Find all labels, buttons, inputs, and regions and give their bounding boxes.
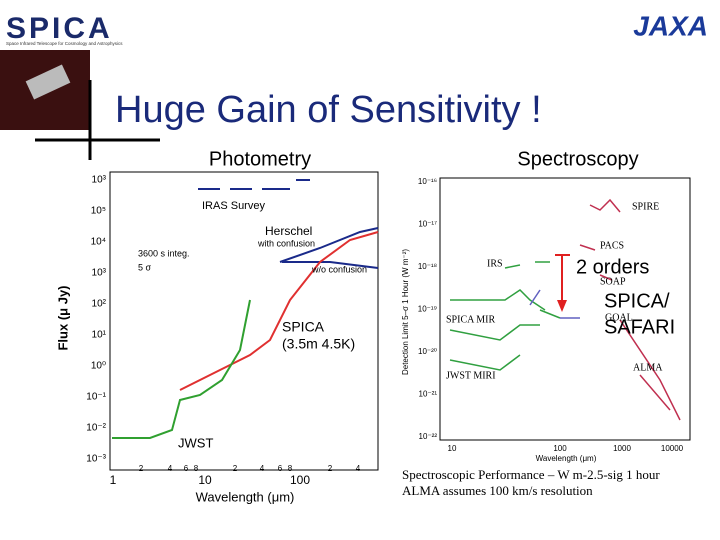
y-tick-label: 10⁻¹ xyxy=(86,392,106,403)
y-tick-label: 10⁰ xyxy=(91,361,106,372)
annotation: w/o confusion xyxy=(311,264,367,274)
annotation: SPICA xyxy=(282,319,325,335)
y-tick-label: 10³ xyxy=(92,175,107,186)
photometry-y-label: Flux (μ Jy) xyxy=(55,285,70,350)
spica-curve xyxy=(179,231,379,391)
spectroscopy-blue-curves xyxy=(529,289,580,319)
y-tick-label: 10⁻² xyxy=(86,423,106,434)
photometry-x-label: Wavelength (μm) xyxy=(196,489,295,504)
spectroscopy-frame xyxy=(439,177,691,441)
caption: Spectroscopic Performance – W m-2.5-sig … xyxy=(402,467,660,482)
annotation: (3.5m 4.5K) xyxy=(282,336,355,352)
annotation: GOAL xyxy=(605,312,633,323)
x-tick-label: 10 xyxy=(448,444,457,453)
y-tick-label: 10⁻²⁰ xyxy=(418,347,437,356)
instrument-label: SAFARI xyxy=(604,316,675,338)
minor-x-tick-label: 6 xyxy=(278,464,283,473)
y-tick-label: 10⁻³ xyxy=(86,454,106,465)
annotation: Herschel xyxy=(265,224,312,238)
annotation: PACS xyxy=(600,240,624,251)
spectroscopy-red-curves xyxy=(579,198,681,421)
annotation: 3600 s integ. xyxy=(138,248,190,258)
minor-x-tick-label: 6 xyxy=(184,464,189,473)
annotation: with confusion xyxy=(257,238,315,248)
jwst-curve xyxy=(112,299,251,439)
annotation: ALMA xyxy=(633,362,663,373)
slide-title: Huge Gain of Sensitivity ! xyxy=(115,89,542,131)
minor-x-tick-label: 2 xyxy=(328,464,333,473)
y-tick-label: 10⁻¹⁶ xyxy=(418,177,437,186)
minor-x-tick-label: 4 xyxy=(260,464,265,473)
minor-x-tick-label: 2 xyxy=(233,464,238,473)
annotation: SPICA MIR xyxy=(446,314,496,325)
y-tick-label: 10⁴ xyxy=(91,237,106,248)
annotation: 5 σ xyxy=(138,262,152,272)
y-tick-label: 10⁵ xyxy=(91,206,106,217)
spectroscopy-x-label: Wavelength (μm) xyxy=(536,454,597,463)
minor-x-tick-label: 8 xyxy=(194,464,199,473)
minor-x-tick-label: 4 xyxy=(356,464,361,473)
y-tick-label: 10² xyxy=(92,299,107,310)
gain-arrowhead xyxy=(557,300,567,312)
agency-logo: JAXA xyxy=(633,10,708,41)
x-tick-label: 1 xyxy=(110,473,117,487)
x-tick-label: 100 xyxy=(553,444,567,453)
spectroscopy-heading: Spectroscopy xyxy=(517,148,638,170)
y-tick-label: 10¹ xyxy=(92,330,107,341)
logo: SPICA xyxy=(6,12,113,45)
spectroscopy-green-curves xyxy=(449,261,561,371)
logo-tagline: Space Infrared Telescope for Cosmology a… xyxy=(6,41,123,46)
caption: ALMA assumes 100 km/s resolution xyxy=(402,483,593,498)
annotation: SPIRE xyxy=(632,201,659,212)
y-tick-label: 10⁻¹⁸ xyxy=(418,262,437,271)
minor-x-tick-label: 4 xyxy=(168,464,173,473)
x-tick-label: 100 xyxy=(290,473,310,487)
x-tick-label: 10000 xyxy=(661,444,684,453)
y-tick-label: 10³ xyxy=(92,268,107,279)
y-tick-label: 10⁻²¹ xyxy=(419,390,438,399)
telescope-body xyxy=(25,64,71,100)
minor-x-tick-label: 2 xyxy=(139,464,144,473)
instrument-label: SPICA/ xyxy=(604,290,670,312)
photometry-frame xyxy=(109,171,379,471)
spectroscopy-y-label: Detection Limit 5–σ 1 Hour (W m⁻²) xyxy=(401,249,410,375)
x-tick-label: 1000 xyxy=(613,444,631,453)
gain-label: 2 orders xyxy=(576,256,649,278)
iras-curve xyxy=(198,179,310,190)
annotation: JWST xyxy=(178,435,213,450)
minor-x-tick-label: 8 xyxy=(288,464,293,473)
annotation: JWST MIRI xyxy=(446,370,496,381)
photometry-heading: Photometry xyxy=(209,148,311,170)
herschel-curves xyxy=(279,227,379,269)
annotation: IRAS Survey xyxy=(202,200,265,212)
annotation: SOAP xyxy=(600,276,626,287)
annotation: IRS xyxy=(487,258,503,269)
x-tick-label: 10 xyxy=(198,473,212,487)
y-tick-label: 10⁻¹⁷ xyxy=(418,220,437,229)
y-tick-label: 10⁻²² xyxy=(419,432,438,441)
y-tick-label: 10⁻¹⁹ xyxy=(418,305,437,314)
